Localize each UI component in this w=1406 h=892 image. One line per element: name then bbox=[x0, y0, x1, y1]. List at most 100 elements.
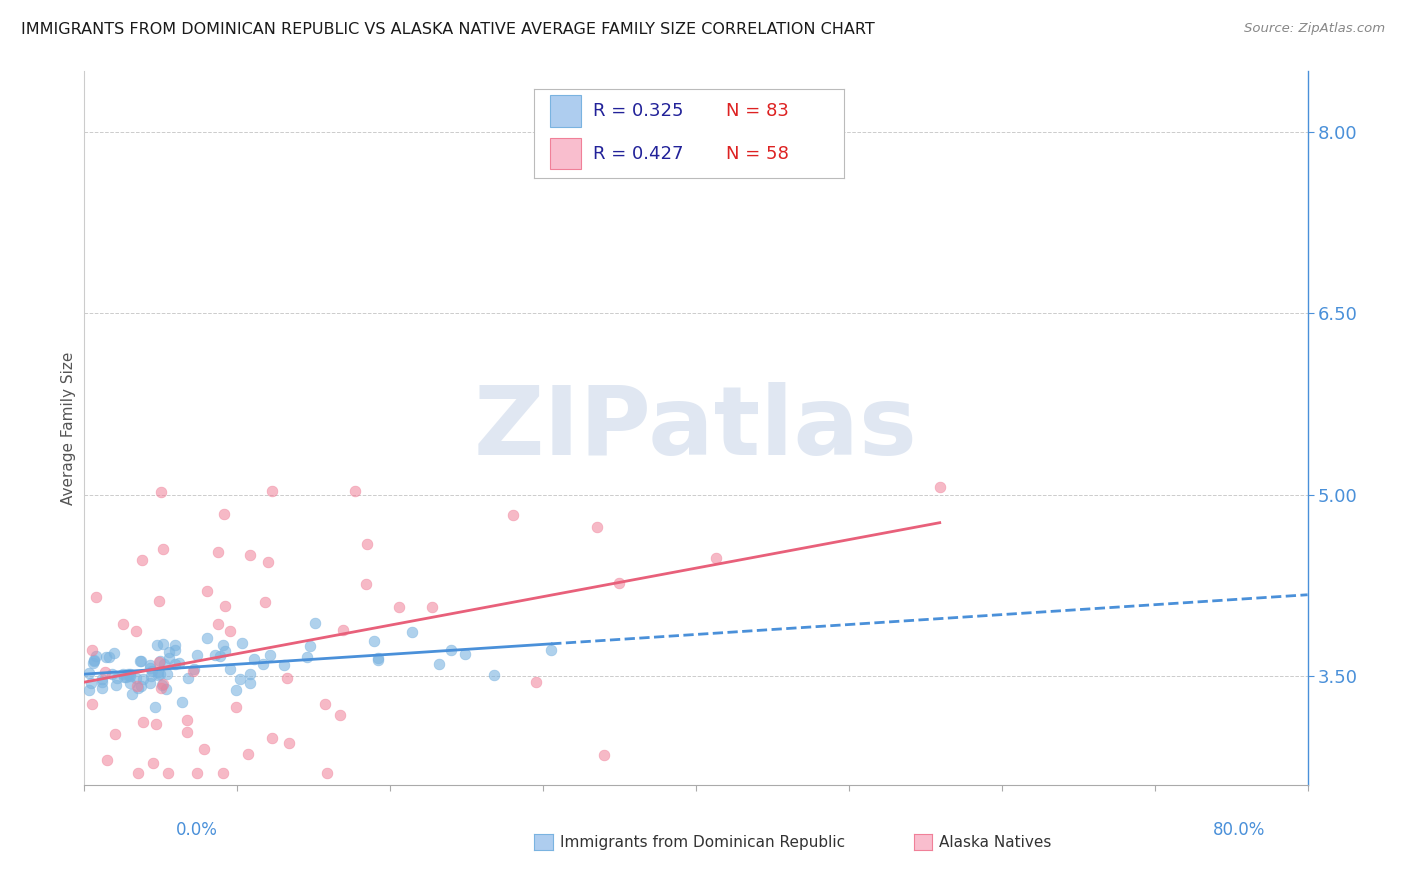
Point bbox=[295, 650, 318, 665]
Point bbox=[82, 656, 104, 670]
Point bbox=[91, 681, 114, 696]
Point bbox=[207, 545, 229, 559]
Point bbox=[214, 507, 236, 521]
Point bbox=[257, 556, 280, 570]
Point bbox=[704, 551, 727, 566]
Point bbox=[150, 678, 173, 692]
Point bbox=[316, 765, 339, 780]
Point bbox=[139, 676, 162, 690]
Point bbox=[157, 645, 180, 659]
Point bbox=[502, 508, 524, 522]
Point bbox=[344, 484, 367, 499]
Point bbox=[143, 700, 166, 714]
Point bbox=[77, 665, 100, 680]
Point bbox=[524, 675, 547, 690]
Bar bbox=[550, 138, 581, 169]
Point bbox=[163, 643, 186, 657]
Point bbox=[928, 480, 950, 494]
Text: 0.0%: 0.0% bbox=[176, 821, 218, 838]
Point bbox=[401, 624, 423, 639]
Point bbox=[214, 599, 236, 614]
Point bbox=[593, 748, 616, 763]
Point bbox=[329, 707, 352, 722]
Point bbox=[80, 697, 103, 711]
Point bbox=[105, 678, 128, 692]
Point bbox=[96, 753, 118, 767]
Point bbox=[132, 672, 155, 686]
Point bbox=[149, 681, 172, 695]
Point bbox=[80, 676, 103, 690]
Point bbox=[146, 638, 169, 652]
Point bbox=[183, 663, 205, 677]
Point bbox=[388, 599, 411, 614]
Text: Source: ZipAtlas.com: Source: ZipAtlas.com bbox=[1244, 22, 1385, 36]
Point bbox=[420, 599, 443, 614]
Point bbox=[427, 657, 450, 671]
Point bbox=[332, 624, 354, 638]
Point bbox=[253, 595, 276, 609]
Point bbox=[193, 741, 215, 756]
Point bbox=[540, 643, 562, 657]
Point bbox=[129, 654, 152, 668]
Point bbox=[278, 736, 301, 750]
Point bbox=[186, 765, 208, 780]
Text: Immigrants from Dominican Republic: Immigrants from Dominican Republic bbox=[560, 836, 845, 850]
Point bbox=[131, 553, 153, 567]
Point bbox=[146, 668, 169, 682]
Point bbox=[152, 657, 174, 671]
Text: Alaska Natives: Alaska Natives bbox=[939, 836, 1052, 850]
Point bbox=[80, 642, 103, 657]
Point bbox=[177, 671, 200, 685]
Point bbox=[152, 541, 174, 556]
Point bbox=[127, 681, 149, 696]
Point bbox=[118, 675, 141, 690]
Point bbox=[125, 671, 148, 685]
Point bbox=[157, 651, 180, 665]
Point bbox=[440, 643, 463, 657]
Point bbox=[125, 624, 148, 639]
Point bbox=[186, 648, 208, 662]
Point bbox=[218, 624, 240, 638]
Point bbox=[367, 653, 389, 667]
Point bbox=[243, 652, 266, 666]
Point bbox=[112, 669, 135, 683]
Point bbox=[142, 756, 165, 770]
Point bbox=[115, 670, 138, 684]
Point bbox=[176, 725, 198, 739]
Point bbox=[139, 661, 162, 675]
Point bbox=[127, 765, 149, 780]
Point bbox=[214, 644, 236, 658]
Point bbox=[83, 653, 105, 667]
Point bbox=[259, 648, 281, 662]
Point bbox=[163, 657, 186, 671]
Text: N = 83: N = 83 bbox=[725, 102, 789, 120]
Point bbox=[97, 649, 120, 664]
Text: ZIPatlas: ZIPatlas bbox=[474, 382, 918, 475]
Text: R = 0.325: R = 0.325 bbox=[593, 102, 683, 120]
Text: R = 0.427: R = 0.427 bbox=[593, 145, 683, 163]
Point bbox=[252, 657, 274, 671]
Point bbox=[212, 638, 235, 652]
Point bbox=[314, 697, 336, 711]
Point bbox=[454, 647, 477, 661]
Point bbox=[231, 636, 253, 650]
Point bbox=[104, 727, 127, 741]
Point bbox=[155, 682, 177, 697]
Point bbox=[121, 687, 143, 701]
Y-axis label: Average Family Size: Average Family Size bbox=[60, 351, 76, 505]
Point bbox=[356, 577, 378, 591]
Point bbox=[156, 667, 179, 681]
Point bbox=[149, 485, 172, 500]
Point bbox=[176, 714, 198, 728]
Point bbox=[239, 548, 262, 562]
Point bbox=[118, 667, 141, 681]
Point bbox=[132, 714, 155, 729]
Point bbox=[260, 731, 283, 745]
Point bbox=[585, 520, 607, 534]
Point bbox=[170, 695, 193, 709]
Point bbox=[298, 640, 321, 654]
Point bbox=[149, 667, 172, 681]
Point bbox=[77, 683, 100, 698]
Text: 80.0%: 80.0% bbox=[1213, 821, 1265, 838]
Point bbox=[225, 699, 247, 714]
